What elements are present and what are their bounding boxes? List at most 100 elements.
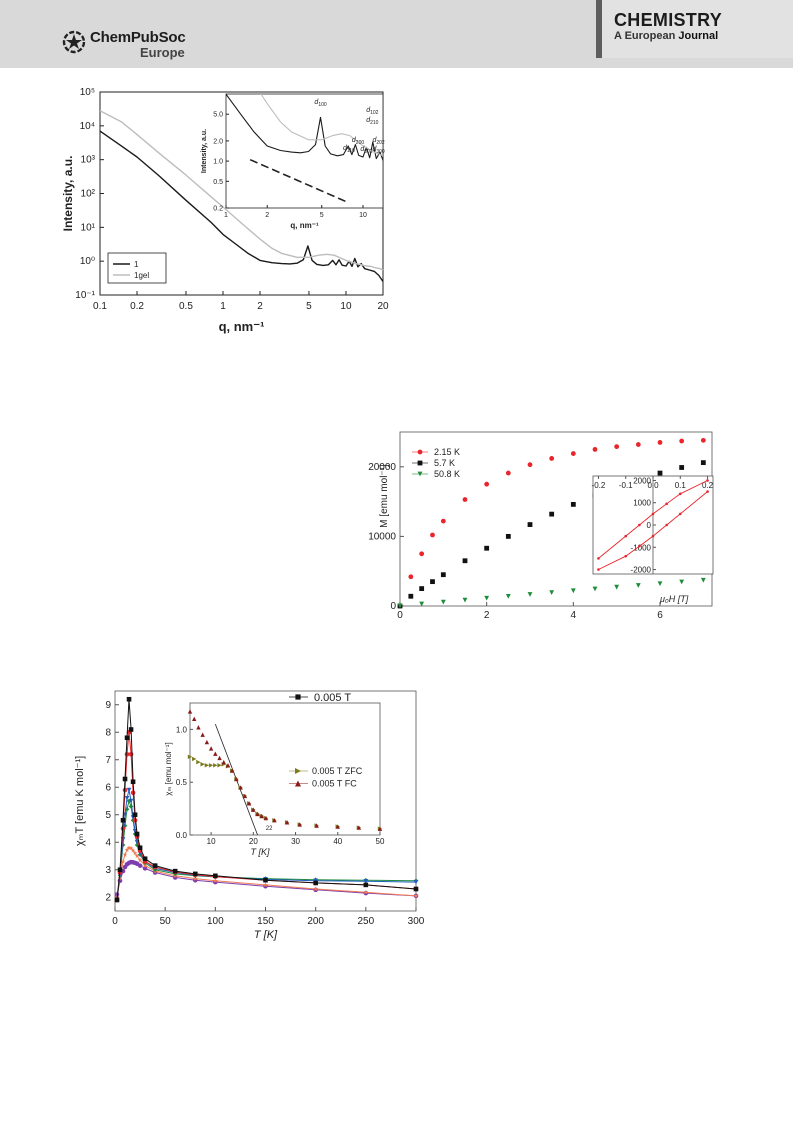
y-tick-label: 20000 — [368, 462, 396, 473]
x-tick-label: 2 — [257, 301, 263, 312]
peak-label-sub: 202 — [376, 140, 385, 146]
x-tick-label: 2 — [484, 610, 490, 621]
data-point — [132, 812, 138, 818]
data-point — [430, 579, 435, 585]
inset-data-point — [251, 807, 256, 812]
data-point — [614, 444, 620, 450]
peak-label: d200 — [352, 137, 364, 146]
inset-data-point — [213, 751, 218, 756]
inset-data-point — [272, 818, 277, 823]
y-tick-label: 5 — [105, 810, 111, 821]
inset-data-point — [255, 811, 260, 817]
data-point — [192, 871, 198, 877]
series-line-1 — [99, 130, 384, 282]
legend-label: 50.8 K — [434, 469, 460, 479]
legend-label: 1gel — [134, 271, 149, 280]
data-point — [527, 592, 533, 597]
data-point — [134, 831, 140, 837]
inset-series-line-1 — [226, 94, 383, 162]
inset-data-point — [208, 763, 214, 768]
inset-data-point — [221, 759, 226, 765]
inset-y-axis-label: χₘ [emu mol⁻¹] — [164, 742, 173, 795]
data-point — [408, 574, 414, 580]
y-tick-label: 6 — [105, 782, 111, 793]
series-50.8 K — [397, 577, 706, 609]
series-line — [116, 698, 417, 901]
data-point — [440, 599, 446, 605]
x-tick-label: 0.5 — [179, 301, 193, 312]
data-point — [263, 882, 268, 887]
peak-label: d210 — [366, 117, 378, 126]
data-point — [128, 845, 134, 851]
data-point — [484, 595, 490, 601]
inset-data-point — [238, 785, 243, 790]
data-point — [114, 897, 120, 903]
journal-subtitle-italic: Journal — [678, 30, 719, 42]
inset-data-point — [217, 763, 222, 768]
data-point — [505, 593, 511, 599]
data-point — [128, 804, 134, 809]
data-point — [430, 532, 435, 538]
data-point — [570, 588, 576, 594]
peak-label: d202 — [372, 137, 384, 146]
data-point — [413, 886, 419, 892]
data-point — [213, 873, 218, 879]
data-point — [462, 497, 468, 502]
page-header: ChemPubSoc Europe CHEMISTRY A European J… — [0, 0, 793, 68]
inset-annotation: 22 — [266, 826, 273, 832]
data-point — [124, 751, 130, 757]
chempubsoc-star-logo-icon — [62, 30, 86, 54]
y-tick-label: 2 — [105, 892, 111, 903]
x-tick-label: 10 — [340, 301, 352, 312]
y-tick-label: 10⁻¹ — [75, 290, 95, 301]
data-point — [570, 451, 576, 456]
data-point — [484, 481, 490, 487]
data-point — [700, 577, 706, 583]
data-point — [124, 735, 130, 741]
inset-x-tick-label: 0.1 — [675, 481, 687, 490]
peak-label: d100 — [314, 99, 326, 108]
x-tick-label: 20 — [377, 301, 389, 312]
inset-y-tick-label: 0.5 — [213, 179, 223, 186]
data-point — [124, 847, 130, 852]
inset-y-tick-label: 1.0 — [213, 159, 223, 166]
inset-data-point — [230, 768, 235, 773]
journal-subtitle-text: A European — [614, 30, 676, 42]
data-point — [408, 593, 414, 599]
x-tick-label: 0 — [397, 610, 403, 621]
x-tick-label: 1 — [220, 301, 226, 312]
peak-label: d102 — [366, 107, 378, 116]
data-point — [120, 817, 126, 823]
data-point — [192, 876, 198, 881]
y-tick-label: 10¹ — [81, 222, 96, 233]
data-point — [363, 882, 369, 888]
data-point — [137, 863, 143, 868]
data-point — [122, 852, 128, 857]
data-point — [635, 442, 641, 447]
data-point — [128, 727, 134, 732]
data-point — [657, 581, 663, 587]
inset-x-axis-label: q, nm⁻¹ — [290, 221, 319, 230]
y-tick-label: 10000 — [368, 531, 396, 542]
legend-label: 1 — [134, 260, 139, 269]
y-tick-label: 7 — [105, 755, 111, 766]
y-axis-label: Intensity, a.u. — [61, 156, 75, 232]
data-point — [117, 867, 123, 873]
inset-data-point — [284, 820, 290, 825]
inset-x-tick-label: 5 — [320, 212, 324, 219]
inset-data-point — [377, 826, 383, 831]
peak-label-sub: 200 — [356, 140, 365, 146]
inset-y-tick-label: 0.5 — [176, 778, 188, 787]
y-tick-label: 4 — [105, 837, 111, 848]
data-point — [120, 859, 126, 864]
inset-data-point — [200, 732, 205, 737]
legend-marker — [417, 449, 423, 455]
data-point — [505, 470, 511, 476]
y-tick-label: 8 — [105, 727, 111, 738]
data-point — [527, 522, 533, 527]
inset-y-tick-label: 0 — [647, 521, 652, 530]
data-point — [614, 584, 620, 590]
publisher-name: ChemPubSoc — [90, 29, 186, 46]
inset-x-tick-label: 20 — [249, 837, 258, 846]
data-point — [137, 857, 143, 863]
